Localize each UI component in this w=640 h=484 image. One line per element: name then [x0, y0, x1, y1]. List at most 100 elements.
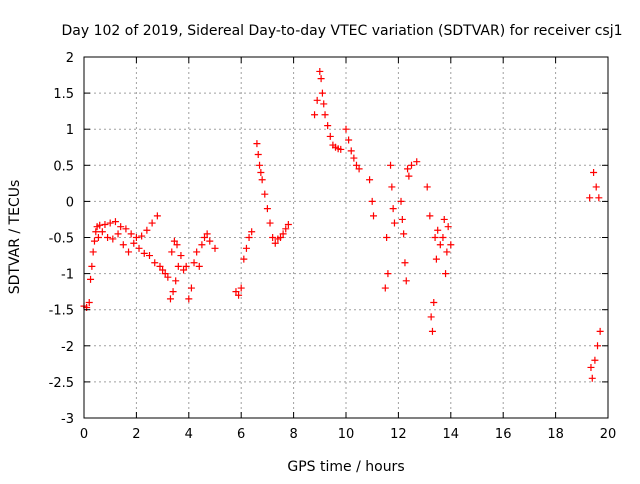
x-tick-label: 16: [495, 427, 512, 442]
data-point: [153, 212, 161, 220]
data-point: [258, 176, 266, 184]
data-point: [427, 313, 435, 321]
data-point: [350, 154, 358, 162]
data-point: [114, 230, 122, 238]
data-point: [423, 183, 431, 191]
data-point: [242, 244, 250, 252]
data-point: [313, 96, 321, 104]
data-point: [235, 291, 243, 299]
data-point: [170, 237, 178, 245]
data-point: [279, 230, 287, 238]
data-point: [174, 262, 182, 270]
data-point: [387, 161, 395, 169]
data-point: [253, 140, 261, 148]
data-point: [98, 228, 106, 236]
data-point: [109, 235, 117, 243]
data-point: [370, 212, 378, 220]
data-point: [347, 147, 355, 155]
data-point: [201, 234, 209, 241]
data-point: [428, 327, 436, 335]
data-point: [324, 122, 332, 130]
data-point: [143, 226, 151, 234]
data-point: [94, 234, 102, 241]
x-tick-label: 8: [289, 427, 297, 442]
data-point: [381, 284, 389, 292]
axis-ticks: 0 2 4 6 8 10 12 14 16 18 20-3-2.5-2-1.5-1-0.500.51…: [49, 51, 617, 442]
data-point: [317, 75, 325, 83]
data-point: [426, 212, 434, 220]
data-point: [405, 172, 413, 180]
data-point: [352, 161, 360, 169]
data-point: [284, 221, 292, 229]
data-point: [90, 237, 98, 245]
data-point: [203, 230, 211, 238]
x-axis-label: GPS time / hours: [287, 459, 404, 475]
y-tick-label: -0.5: [49, 232, 74, 247]
data-point: [342, 125, 350, 133]
x-tick-label: 18: [547, 427, 564, 442]
y-tick-label: -1.5: [49, 304, 74, 319]
data-point: [430, 298, 438, 306]
data-point: [132, 234, 140, 241]
data-point: [206, 237, 214, 245]
data-point: [159, 266, 167, 274]
y-tick-label: -1: [61, 268, 74, 283]
data-point: [318, 89, 326, 97]
data-point: [88, 262, 96, 270]
data-point: [447, 241, 455, 249]
data-point: [384, 270, 392, 278]
data-point: [398, 215, 406, 223]
data-point: [127, 230, 135, 238]
data-point: [106, 219, 114, 227]
data-point: [321, 111, 329, 119]
data-point: [172, 277, 180, 285]
data-point: [434, 226, 442, 234]
data-point: [185, 295, 193, 303]
x-tick-label: 14: [443, 427, 460, 442]
x-tick-label: 12: [390, 427, 407, 442]
data-point: [595, 194, 603, 202]
data-point: [161, 270, 169, 278]
data-point: [432, 255, 440, 263]
gridlines: [84, 57, 608, 418]
x-tick-label: 4: [185, 427, 193, 442]
x-tick-label: 10: [338, 427, 355, 442]
data-point: [190, 259, 198, 267]
data-point: [245, 234, 253, 241]
y-tick-label: 1: [66, 123, 74, 138]
data-point: [164, 273, 172, 281]
data-point: [101, 221, 109, 229]
y-tick-label: -2: [61, 340, 74, 355]
data-point: [443, 248, 451, 256]
data-point: [198, 241, 206, 249]
data-point: [130, 239, 138, 247]
y-tick-label: 0.5: [53, 159, 74, 174]
data-point: [282, 225, 290, 233]
data-point: [211, 244, 219, 252]
data-point: [431, 234, 439, 241]
data-point: [138, 232, 146, 240]
data-point: [277, 234, 284, 241]
data-point: [232, 288, 240, 296]
data-point: [592, 183, 600, 191]
data-point: [311, 111, 319, 119]
y-tick-label: 0: [66, 195, 74, 210]
data-point: [590, 169, 598, 177]
data-point: [119, 241, 127, 249]
data-point: [135, 244, 143, 252]
x-tick-label: 2: [132, 427, 140, 442]
data-point: [87, 275, 95, 283]
data-point: [383, 234, 391, 241]
data-point: [125, 248, 133, 256]
data-point: [388, 183, 396, 191]
data-point: [594, 342, 602, 350]
data-point: [591, 356, 599, 364]
data-point: [237, 284, 245, 292]
data-point: [320, 100, 328, 108]
data-point: [248, 228, 256, 236]
data-point: [413, 158, 421, 166]
data-point: [187, 284, 195, 292]
y-tick-label: 2: [66, 51, 74, 66]
data-point: [408, 161, 415, 169]
